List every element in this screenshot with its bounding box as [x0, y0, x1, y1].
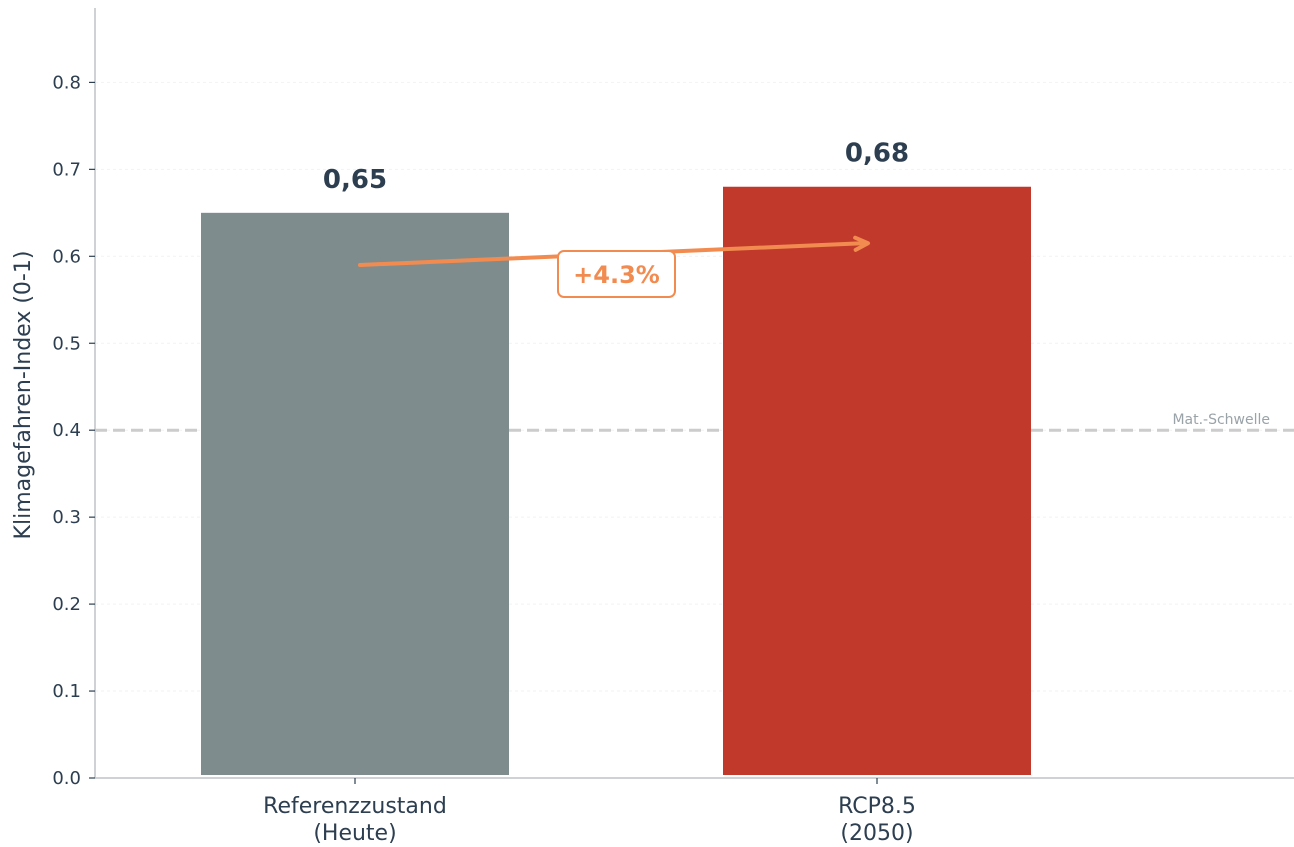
y-tick-label: 0.0 [52, 768, 81, 789]
y-tick-label: 0.3 [52, 507, 81, 528]
y-tick-label: 0.6 [52, 246, 81, 267]
x-tick-label: Referenzzustand [263, 794, 447, 819]
y-tick-label: 0.5 [52, 333, 81, 354]
x-tick-label: (2050) [840, 821, 913, 846]
y-tick-label: 0.8 [52, 72, 81, 93]
y-axis-label: Klimagefahren-Index (0-1) [11, 251, 36, 540]
y-tick-label: 0.2 [52, 594, 81, 615]
value-label: 0,68 [845, 139, 909, 169]
bar [723, 186, 1031, 776]
x-tick-label: RCP8.5 [838, 794, 916, 819]
change-arrow-head [853, 235, 870, 252]
y-tick-label: 0.4 [52, 420, 81, 441]
change-label-box [557, 250, 676, 298]
y-tick-label: 0.1 [52, 681, 81, 702]
value-label: 0,65 [323, 165, 387, 195]
threshold-label: Mat.-Schwelle [1172, 412, 1270, 428]
x-tick-label: (Heute) [313, 821, 396, 846]
bar [201, 212, 509, 775]
change-label: +4.3% [573, 261, 660, 289]
y-tick-label: 0.7 [52, 159, 81, 180]
